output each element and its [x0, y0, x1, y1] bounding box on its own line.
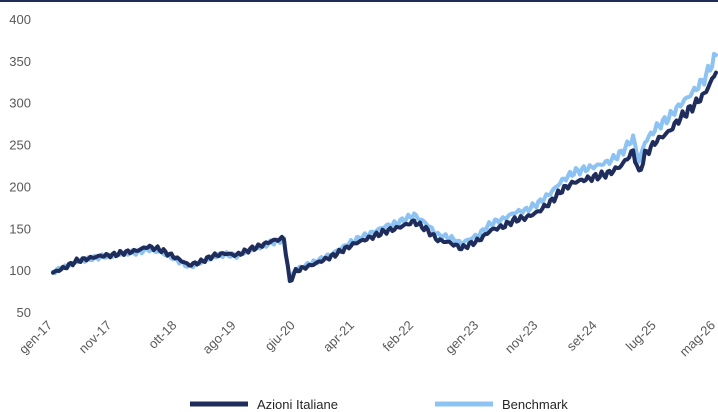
y-tick-label: 200	[9, 179, 31, 194]
legend: Azioni Italiane Benchmark	[190, 397, 568, 412]
x-tick-label: feb-22	[380, 318, 417, 355]
chart-lines	[51, 51, 718, 283]
y-tick-label: 350	[9, 54, 31, 69]
x-tick-label: nov-17	[76, 318, 115, 357]
x-tick-label: gen-17	[16, 318, 55, 357]
y-tick-label: 300	[9, 96, 31, 111]
x-tick-label: mag-26	[676, 318, 718, 360]
x-tick-label: nov-23	[502, 318, 541, 357]
y-axis: 50 100 150 200 250 300 350 400	[9, 12, 31, 320]
x-tick-label: lug-25	[623, 318, 659, 354]
x-tick-label: set-24	[564, 318, 600, 354]
y-tick-label: 50	[17, 305, 31, 320]
x-axis: gen-17 nov-17 ott-18 ago-19 giu-20 apr-21 feb-…	[16, 318, 718, 360]
series-line-azioni-italiane	[51, 70, 718, 283]
x-tick-label: ago-19	[199, 318, 238, 357]
series-line-benchmark	[51, 51, 718, 281]
legend-label: Azioni Italiane	[257, 397, 338, 412]
y-tick-label: 150	[9, 221, 31, 236]
x-tick-label: gen-23	[442, 318, 481, 357]
legend-label: Benchmark	[502, 397, 568, 412]
x-tick-label: apr-21	[320, 318, 357, 355]
top-border	[0, 0, 718, 2]
y-tick-label: 100	[9, 263, 31, 278]
y-tick-label: 250	[9, 138, 31, 153]
x-tick-label: ott-18	[145, 318, 179, 352]
y-tick-label: 400	[9, 12, 31, 27]
x-tick-label: giu-20	[262, 318, 298, 354]
